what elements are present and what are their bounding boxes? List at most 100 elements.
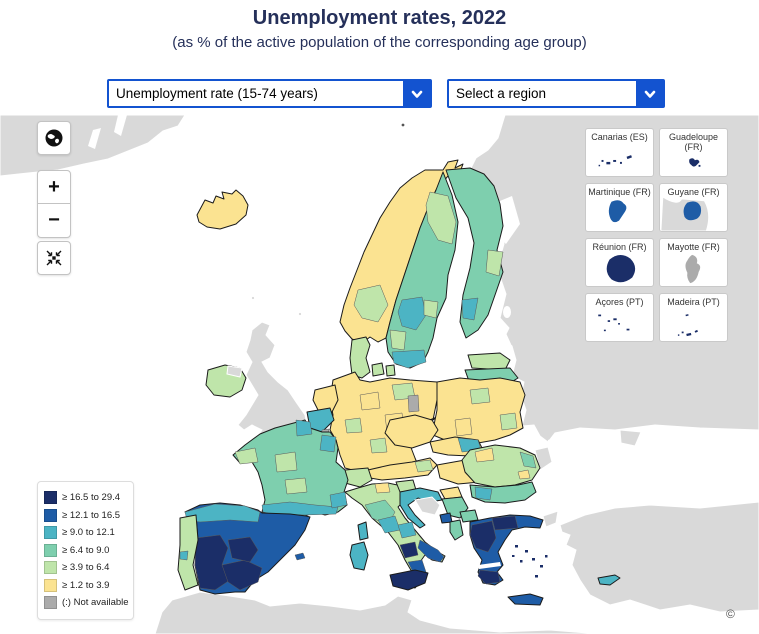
inset-label: Guadeloupe (FR) bbox=[668, 132, 719, 152]
indicator-select[interactable]: Unemployment rate (15-74 years) bbox=[107, 79, 432, 108]
zoom-controls[interactable]: + − bbox=[37, 170, 71, 238]
region-france-paca[interactable] bbox=[329, 491, 348, 509]
page-title: Unemployment rates, 2022 bbox=[252, 7, 507, 29]
region-crimea bbox=[619, 429, 642, 447]
aegean-islands bbox=[512, 545, 548, 578]
region-france-center[interactable] bbox=[274, 451, 298, 473]
inset-label: Madeira (PT) bbox=[667, 297, 720, 307]
region-select[interactable]: Select a region bbox=[447, 79, 665, 108]
inset-label: Mayotte (FR) bbox=[667, 242, 720, 252]
region-finland-east[interactable] bbox=[485, 249, 504, 277]
region-bulgaria-west[interactable] bbox=[474, 486, 493, 501]
legend-swatch bbox=[44, 526, 57, 540]
region-north-macedonia[interactable] bbox=[459, 509, 479, 523]
legend-label: ≥ 3.9 to 6.4 bbox=[62, 562, 110, 574]
region-albania[interactable] bbox=[449, 519, 464, 541]
region-peloponnese[interactable] bbox=[477, 569, 501, 585]
inset-guyane[interactable]: Guyane (FR) bbox=[659, 183, 728, 232]
zoom-in-button[interactable]: + bbox=[38, 171, 70, 205]
region-italy-campania[interactable] bbox=[399, 541, 419, 559]
legend-swatch bbox=[44, 508, 57, 522]
region-greece-west[interactable] bbox=[469, 520, 497, 553]
region-italy-abruzzo[interactable] bbox=[397, 521, 417, 539]
legend-item: ≥ 6.4 to 9.0 bbox=[44, 542, 127, 560]
inset-martinique[interactable]: Martinique (FR) bbox=[585, 183, 654, 232]
legend-item: ≥ 16.5 to 29.4 bbox=[44, 489, 127, 507]
region-iceland[interactable] bbox=[196, 189, 249, 230]
inset-acores[interactable]: Açores (PT) bbox=[585, 293, 654, 342]
region-corsica[interactable] bbox=[357, 521, 369, 541]
region-france-southcenter[interactable] bbox=[284, 477, 308, 495]
region-france-north[interactable] bbox=[295, 419, 313, 437]
region-norway-south[interactable] bbox=[353, 284, 389, 323]
region-estonia[interactable] bbox=[467, 352, 511, 371]
region-sweden-stockholm[interactable] bbox=[423, 299, 439, 319]
region-denmark-islands[interactable] bbox=[371, 362, 396, 377]
region-crete[interactable] bbox=[507, 593, 544, 606]
region-germany-west[interactable] bbox=[344, 417, 363, 434]
region-denmark[interactable] bbox=[349, 336, 371, 379]
region-turkey-thrace bbox=[542, 510, 559, 528]
region-finland-southwest[interactable] bbox=[461, 297, 479, 321]
region-cyprus[interactable] bbox=[597, 574, 621, 586]
inset-map-madeira bbox=[677, 314, 698, 337]
region-italy-puglia[interactable] bbox=[417, 539, 445, 563]
region-baleares[interactable] bbox=[294, 552, 306, 561]
region-romania-bucharest[interactable] bbox=[517, 469, 531, 480]
inset-guadeloupe[interactable]: Guadeloupe (FR) bbox=[659, 128, 728, 177]
legend-label: ≥ 16.5 to 29.4 bbox=[62, 492, 121, 504]
region-austria-east[interactable] bbox=[414, 459, 434, 473]
region-germany-south[interactable] bbox=[369, 437, 388, 454]
legend-label: ≥ 9.0 to 12.1 bbox=[62, 527, 115, 539]
island-svalbard bbox=[401, 123, 405, 127]
region-sweden-north[interactable] bbox=[425, 191, 457, 245]
zoom-out-button[interactable]: − bbox=[48, 209, 60, 231]
region-sweden-south[interactable] bbox=[391, 349, 427, 369]
region-sweden-west[interactable] bbox=[389, 329, 407, 351]
inset-map-reunion bbox=[606, 255, 636, 283]
region-sardegna[interactable] bbox=[349, 541, 369, 571]
legend-label: (:) Not available bbox=[62, 597, 129, 609]
region-poland-nuts[interactable] bbox=[454, 417, 473, 437]
inset-map-guyane bbox=[660, 197, 710, 231]
indicator-select-value: Unemployment rate (15-74 years) bbox=[116, 86, 318, 101]
inset-madeira[interactable]: Madeira (PT) bbox=[659, 293, 728, 342]
region-bosnia bbox=[414, 496, 441, 516]
region-finland[interactable] bbox=[445, 167, 504, 339]
region-italy-bolzano[interactable] bbox=[374, 482, 391, 494]
region-africa bbox=[154, 591, 601, 634]
region-romania-west[interactable] bbox=[474, 447, 495, 463]
region-sicilia[interactable] bbox=[389, 569, 429, 591]
fit-extent-button[interactable] bbox=[37, 241, 71, 275]
inset-canarias[interactable]: Canarias (ES) bbox=[585, 128, 654, 177]
region-france-brittany[interactable] bbox=[234, 447, 259, 465]
legend-item: ≥ 3.9 to 6.4 bbox=[44, 559, 127, 577]
legend-swatch bbox=[44, 491, 57, 505]
region-greece-macedonia[interactable] bbox=[491, 515, 519, 531]
region-berlin-na[interactable] bbox=[407, 394, 420, 413]
region-spain-castilla[interactable] bbox=[227, 536, 259, 563]
region-romania-east[interactable] bbox=[519, 451, 537, 469]
inset-label: Guyane (FR) bbox=[667, 187, 720, 197]
region-northern-ireland bbox=[226, 365, 243, 378]
globe-button[interactable] bbox=[37, 121, 71, 155]
chevron-down-icon[interactable] bbox=[636, 81, 663, 106]
inset-label: Réunion (FR) bbox=[592, 242, 647, 252]
region-france-east[interactable] bbox=[319, 434, 337, 453]
inset-reunion[interactable]: Réunion (FR) bbox=[585, 238, 654, 287]
region-portugal-lisboa[interactable] bbox=[179, 550, 189, 561]
region-sweden-central[interactable] bbox=[397, 296, 427, 331]
chevron-down-icon[interactable] bbox=[403, 81, 430, 106]
region-poland-center[interactable] bbox=[469, 387, 491, 405]
island-shetland bbox=[297, 311, 303, 317]
region-netherlands[interactable] bbox=[312, 384, 339, 413]
legend-swatch bbox=[44, 596, 57, 610]
legend-swatch bbox=[44, 543, 57, 557]
globe-icon bbox=[45, 129, 63, 147]
page-subtitle: (as % of the active population of the co… bbox=[172, 34, 587, 51]
legend-label: ≥ 12.1 to 16.5 bbox=[62, 509, 121, 521]
gulf-of-corinth bbox=[478, 562, 501, 569]
region-germany-nuts[interactable] bbox=[359, 391, 381, 411]
region-poland-east[interactable] bbox=[499, 412, 518, 431]
inset-mayotte[interactable]: Mayotte (FR) bbox=[659, 238, 728, 287]
